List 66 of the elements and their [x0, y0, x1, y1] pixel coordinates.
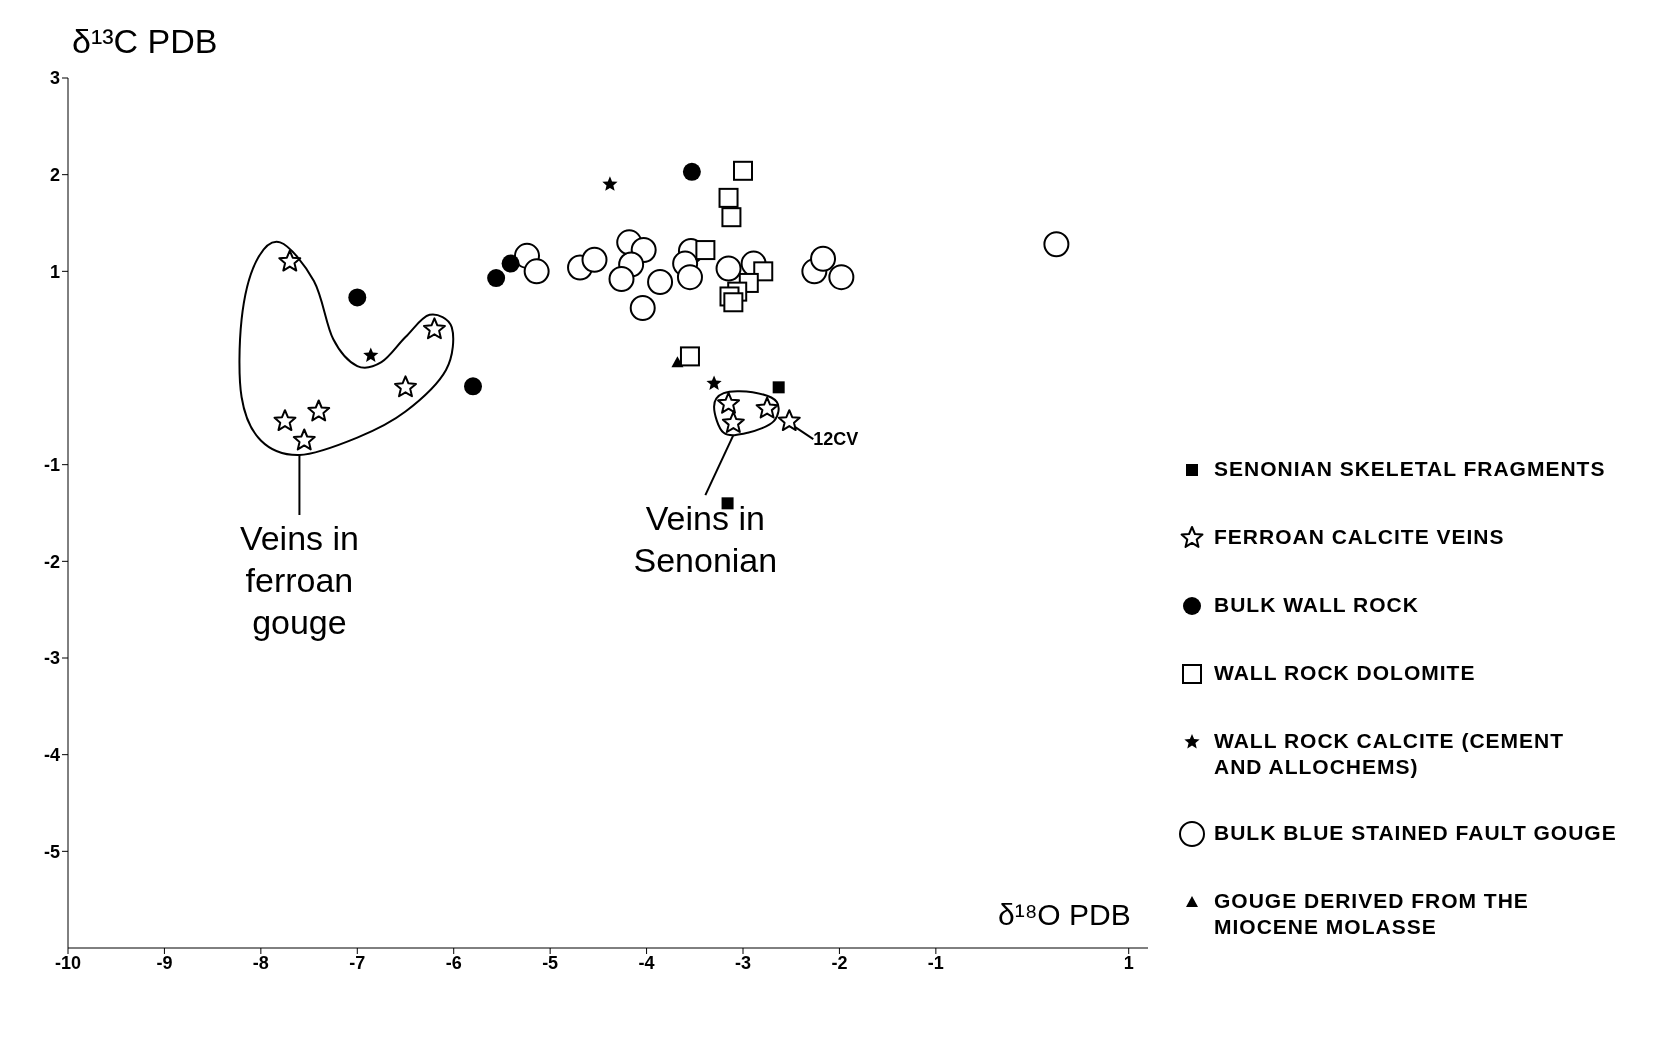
- point: [706, 375, 722, 390]
- point: [679, 346, 700, 367]
- x-tick-label: -10: [54, 952, 82, 973]
- point: [363, 347, 379, 362]
- point: [755, 396, 779, 419]
- y-axis-title: δ¹³C PDB: [72, 22, 218, 61]
- point: [394, 375, 417, 398]
- point: [602, 176, 618, 191]
- legend-label: GOUGE DERIVED FROM THE MIOCENE MOLASSE: [1214, 888, 1530, 940]
- x-tick-label: -5: [542, 952, 559, 973]
- point: [682, 162, 701, 181]
- x-tick-label: -9: [156, 952, 173, 973]
- point: [676, 264, 703, 291]
- legend-label: BULK BLUE STAINED FAULT GOUGE: [1214, 820, 1617, 846]
- point: [629, 295, 656, 322]
- point: [810, 245, 837, 272]
- x-tick-label: -1: [927, 952, 944, 973]
- y-tick-label: -5: [43, 841, 60, 862]
- x-tick-label: 1: [1123, 952, 1134, 973]
- point: [292, 428, 316, 451]
- point: [523, 258, 550, 285]
- y-tick-label: -1: [43, 455, 60, 476]
- y-tick-label: -4: [43, 745, 60, 766]
- x-axis-title: δ¹⁸O PDB: [998, 898, 1131, 932]
- legend-label: FERROAN CALCITE VEINS: [1214, 524, 1505, 550]
- x-tick-label: -4: [638, 952, 655, 973]
- point: [487, 269, 506, 288]
- point: [772, 381, 785, 394]
- annotation: Veins in ferroan gouge: [238, 518, 360, 643]
- point: [307, 399, 331, 422]
- x-tick-label: -2: [831, 952, 848, 973]
- point: [733, 160, 753, 181]
- point: [721, 207, 742, 228]
- legend-label: SENONIAN SKELETAL FRAGMENTS: [1214, 456, 1606, 482]
- point: [422, 317, 446, 340]
- y-tick-label: 1: [49, 261, 60, 282]
- point: [464, 377, 482, 396]
- point: [278, 249, 302, 272]
- point: [695, 240, 716, 261]
- x-tick-label: -7: [349, 952, 366, 973]
- x-tick-label: -8: [252, 952, 269, 973]
- legend-label: BULK WALL ROCK: [1214, 592, 1419, 618]
- annotation: 12CV: [813, 429, 859, 451]
- annotation: Veins in Senonian: [632, 498, 779, 582]
- legend-label: WALL ROCK CALCITE (CEMENT AND ALLOCHEMS): [1214, 728, 1566, 780]
- y-tick-label: 3: [49, 68, 60, 89]
- x-tick-label: -3: [734, 952, 752, 973]
- point: [828, 264, 855, 291]
- point: [273, 409, 297, 432]
- legend-label: WALL ROCK DOLOMITE: [1214, 660, 1476, 686]
- point: [647, 268, 674, 295]
- point: [718, 187, 739, 208]
- point: [723, 292, 744, 313]
- point: [348, 288, 367, 307]
- y-tick-label: 2: [49, 165, 60, 186]
- point: [608, 266, 635, 293]
- y-tick-label: -3: [43, 648, 60, 669]
- y-tick-label: -2: [43, 551, 60, 572]
- point: [501, 254, 520, 273]
- point: [777, 409, 801, 432]
- x-tick-label: -6: [445, 952, 462, 973]
- point: [1043, 231, 1070, 258]
- point: [581, 246, 608, 273]
- point: [715, 255, 742, 282]
- point: [721, 411, 745, 433]
- point: [717, 391, 740, 414]
